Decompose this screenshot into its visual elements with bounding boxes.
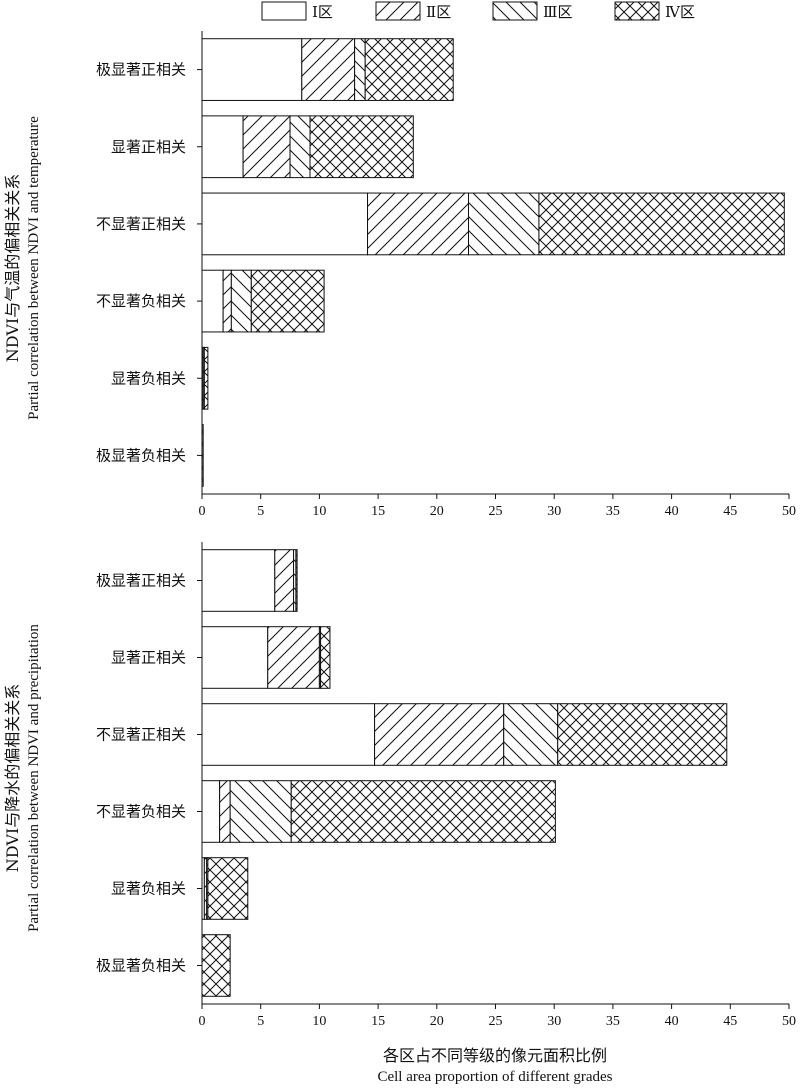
bar-segment-zone-4: [320, 626, 331, 689]
bar-segment-zone-1: [201, 626, 269, 689]
x-tick-label: 25: [489, 1014, 503, 1029]
bar-segment-zone-3: [467, 192, 540, 256]
category-label: 不显著正相关: [96, 215, 186, 233]
category-label: 显著负相关: [111, 369, 186, 387]
category-label: 不显著负相关: [96, 803, 186, 821]
bar-segment-zone-4: [207, 857, 249, 920]
x-tick-label: 40: [665, 1014, 679, 1029]
panel-precipitation-ylabel-zh: NDVI与降水的偏相关关系: [3, 684, 22, 872]
bar-segment-zone-1: [201, 780, 221, 843]
category-label: 不显著正相关: [96, 726, 186, 744]
category-label: 极显著正相关: [96, 61, 186, 79]
x-tick-label: 45: [723, 504, 737, 519]
legend-swatch-zone-4: [614, 1, 660, 21]
category-label: 极显著正相关: [96, 572, 186, 590]
bar-segment-zone-2: [367, 192, 469, 256]
x-tick-label: 50: [782, 504, 796, 519]
bar-segment-zone-2: [301, 38, 356, 101]
category-label: 显著正相关: [111, 649, 186, 667]
bar-segment-zone-4: [250, 269, 325, 333]
bar-segment-zone-4: [557, 703, 728, 766]
x-tick-label: 15: [371, 1014, 385, 1029]
bar-segment-zone-3: [354, 38, 366, 101]
x-tick-label: 30: [547, 1014, 561, 1029]
bar-segment-zone-2: [222, 269, 232, 333]
bar-segment-zone-4: [364, 38, 454, 101]
x-tick-label: 15: [371, 504, 385, 519]
bar-segment-zone-1: [201, 115, 244, 179]
category-label: 显著负相关: [111, 880, 186, 898]
panel-temperature-ylabel-zh: NDVI与气温的偏相关关系: [3, 174, 22, 362]
bar-segment-zone-3: [229, 780, 292, 843]
bar-segment-zone-4: [201, 934, 231, 997]
legend: Ⅰ区 Ⅱ区 Ⅲ区 Ⅳ区: [261, 1, 695, 21]
bar-segment-zone-4: [203, 346, 209, 410]
legend-swatch-zone-2: [375, 1, 421, 21]
bar-segment-zone-2: [274, 549, 295, 612]
x-tick-label: 0: [199, 504, 206, 519]
panel-precipitation: 0 5 10 15 20 25 30 35 40 45 50 极显著正相关显著正相关不显著正相关不显著…: [96, 542, 796, 1029]
x-tick-label: 20: [430, 504, 444, 519]
x-axis-label-zh: 各区占不同等级的像元面积比例: [383, 1046, 607, 1065]
x-tick-label: 25: [489, 504, 503, 519]
bar-segment-zone-1: [201, 269, 224, 333]
bar-segment-zone-4: [290, 780, 556, 843]
x-tick-label: 10: [312, 1014, 326, 1029]
bar-segment-zone-3: [230, 269, 252, 333]
bar-segment-zone-2: [219, 780, 231, 843]
legend-label-zone-2: Ⅱ区: [426, 3, 451, 21]
bar-segment-zone-1: [201, 549, 276, 612]
legend-label-zone-4: Ⅳ区: [665, 3, 695, 21]
bar-segment-zone-4: [201, 424, 204, 487]
category-label: 不显著负相关: [96, 292, 186, 310]
x-tick-label: 10: [312, 504, 326, 519]
category-label: 极显著负相关: [96, 446, 186, 464]
bar-segment-zone-2: [267, 626, 320, 689]
bar-segment-zone-1: [201, 38, 303, 101]
x-tick-label: 30: [547, 504, 561, 519]
x-tick-label: 5: [257, 504, 264, 519]
bar-segment-zone-1: [201, 703, 376, 766]
legend-label-zone-1: Ⅰ区: [312, 3, 333, 21]
bar-segment-zone-4: [538, 192, 785, 256]
x-tick-label: 50: [782, 1014, 796, 1029]
bar-segment-zone-3: [289, 115, 311, 179]
x-tick-label: 45: [723, 1014, 737, 1029]
x-tick-label: 5: [257, 1014, 264, 1029]
bar-segment-zone-4: [309, 115, 414, 179]
category-label: 显著正相关: [111, 138, 186, 156]
bar-segment-zone-4: [295, 549, 298, 612]
x-tick-label: 40: [665, 504, 679, 519]
x-tick-label: 35: [606, 504, 620, 519]
panel-precipitation-ylabel-en: Partial correlation between NDVI and pre…: [26, 624, 42, 932]
bar-segment-zone-1: [201, 192, 369, 256]
category-label: 极显著负相关: [96, 957, 186, 975]
bar-segment-zone-3: [503, 703, 559, 766]
bar-segment-zone-2: [242, 115, 291, 179]
x-tick-label: 35: [606, 1014, 620, 1029]
legend-swatch-zone-3: [492, 1, 538, 21]
x-tick-label: 20: [430, 1014, 444, 1029]
x-axis-label-en: Cell area proportion of different grades: [377, 1069, 612, 1085]
panel-temperature-ylabel-en: Partial correlation between NDVI and tem…: [26, 116, 42, 420]
panel-temperature: 0 5 10 15 20 25 30 35 40 45 50 极显著正相关显著正相关不显著正相关不显著…: [96, 31, 796, 519]
x-tick-label: 0: [199, 1014, 206, 1029]
bar-segment-zone-2: [374, 703, 505, 766]
legend-swatch-zone-1: [261, 1, 307, 21]
legend-label-zone-3: Ⅲ区: [543, 3, 572, 21]
